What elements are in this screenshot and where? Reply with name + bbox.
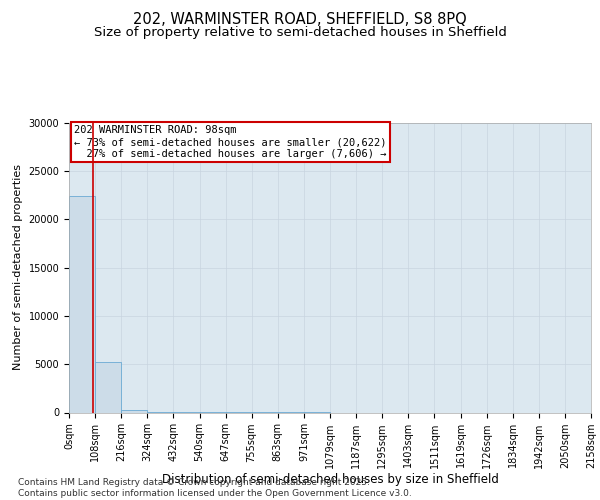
Bar — [95, 362, 121, 412]
Text: 202 WARMINSTER ROAD: 98sqm
← 73% of semi-detached houses are smaller (20,622)
  : 202 WARMINSTER ROAD: 98sqm ← 73% of semi… — [74, 126, 387, 158]
Bar — [121, 410, 148, 412]
Text: Contains HM Land Registry data © Crown copyright and database right 2025.
Contai: Contains HM Land Registry data © Crown c… — [18, 478, 412, 498]
Text: 202, WARMINSTER ROAD, SHEFFIELD, S8 8PQ: 202, WARMINSTER ROAD, SHEFFIELD, S8 8PQ — [133, 12, 467, 28]
Text: Size of property relative to semi-detached houses in Sheffield: Size of property relative to semi-detach… — [94, 26, 506, 39]
Bar — [69, 196, 95, 412]
X-axis label: Distribution of semi-detached houses by size in Sheffield: Distribution of semi-detached houses by … — [161, 474, 499, 486]
Y-axis label: Number of semi-detached properties: Number of semi-detached properties — [13, 164, 23, 370]
